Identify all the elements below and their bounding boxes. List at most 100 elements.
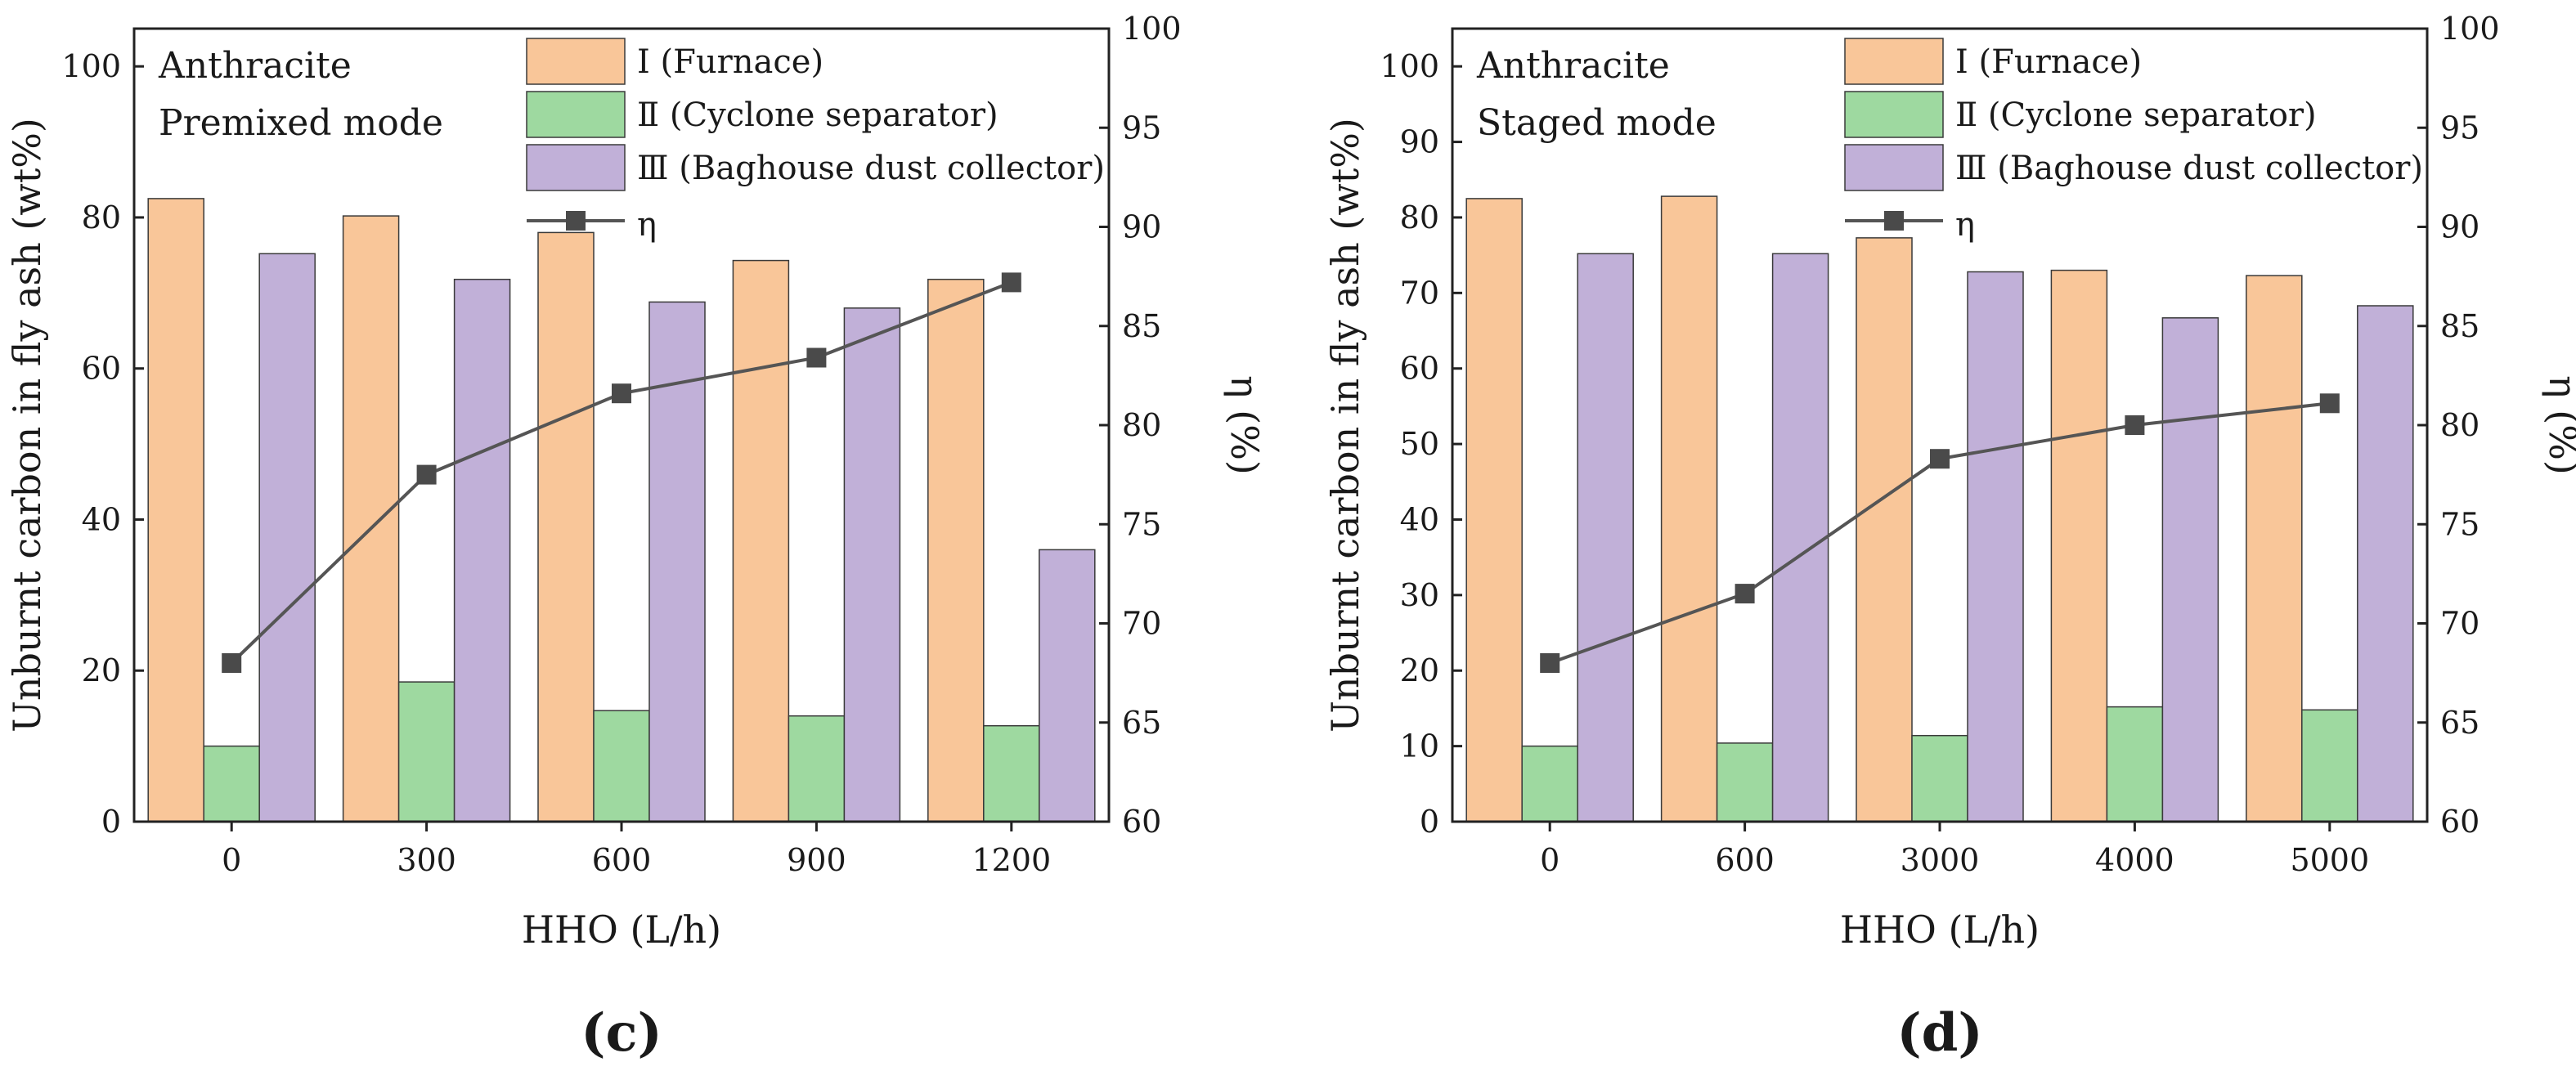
mode-label: Staged mode: [1477, 102, 1717, 144]
y2-axis-title: η (%): [2541, 375, 2576, 475]
y-axis-title: Unburnt carbon in fly ash (wt%): [1323, 118, 1367, 733]
eta-marker-3000: [1930, 449, 1950, 469]
bar-Ⅲ-1200: [1039, 549, 1096, 822]
y2tick-label: 65: [1122, 705, 1161, 741]
bar-Ⅱ-5000: [2301, 709, 2358, 822]
bar-Ⅰ-300: [342, 215, 400, 822]
fuel-label: Anthracite: [158, 45, 352, 87]
ytick-label: 20: [1400, 652, 1439, 688]
legend-marker-eta: [1884, 211, 1904, 231]
panel-d: 0 10 20 30 40 50 60 70 80 90 100 60 65 70 75 80 85 90 95 10…: [1323, 11, 2576, 1064]
y2tick-label: 90: [1122, 209, 1161, 245]
bar-Ⅰ-3000: [1856, 237, 1913, 822]
bar-Ⅰ-0: [147, 198, 204, 822]
ytick-label: 60: [1400, 351, 1439, 387]
bar-Ⅰ-4000: [2050, 269, 2108, 822]
y2tick-label: 75: [1122, 506, 1161, 542]
y2tick-label: 80: [2440, 407, 2480, 443]
bar-Ⅱ-0: [203, 745, 260, 822]
ytick-label: 100: [1380, 48, 1439, 84]
legend-label-1: Ⅰ (Furnace): [1955, 43, 2142, 81]
y2tick-label: 65: [2440, 705, 2480, 741]
legend-swatch-1: [1844, 38, 1944, 85]
xtick-label: 1200: [972, 842, 1051, 878]
bar-Ⅰ-600: [1660, 195, 1718, 822]
legend-swatch-3: [1844, 144, 1944, 191]
legend-marker-eta: [566, 211, 586, 231]
bar-Ⅰ-600: [537, 231, 595, 822]
legend-swatch-2: [1844, 91, 1944, 138]
xtick-label: 4000: [2095, 842, 2174, 878]
ytick-label: 70: [1400, 275, 1439, 311]
legend-label-eta: η: [1955, 206, 1975, 244]
y2tick-label: 80: [1122, 407, 1161, 443]
ytick-label: 60: [82, 351, 121, 387]
eta-marker-600: [1735, 584, 1755, 604]
legend-swatch-2: [526, 91, 626, 138]
eta-marker-1200: [1001, 272, 1021, 293]
y2tick-label: 100: [2440, 11, 2500, 47]
bar-Ⅱ-4000: [2106, 706, 2164, 822]
x-axis-title: HHO (L/h): [1840, 907, 2040, 952]
eta-marker-600: [612, 383, 631, 404]
panel-label: (d): [1896, 1002, 1982, 1064]
y2tick-label: 70: [2440, 606, 2480, 642]
legend-label-3: Ⅲ (Baghouse dust collector): [637, 150, 1105, 187]
eta-marker-300: [416, 464, 437, 485]
y2tick-label: 95: [1122, 110, 1161, 146]
panel-label: (c): [581, 1002, 662, 1064]
ytick-label: 20: [82, 652, 121, 688]
bar-Ⅰ-5000: [2246, 275, 2303, 822]
y2tick-label: 60: [2440, 804, 2480, 840]
panel-c: 0 20 40 60 80 100 60 65 70 75 80 85 90 95 100 0 300 600 90…: [5, 11, 1267, 1064]
bar-Ⅲ-600: [648, 301, 706, 822]
eta-marker-0: [1540, 653, 1560, 673]
bar-Ⅱ-600: [1716, 742, 1774, 822]
ytick-label: 10: [1400, 728, 1439, 764]
bar-Ⅱ-900: [788, 715, 846, 822]
xtick-label: 600: [592, 842, 652, 878]
bar-Ⅰ-900: [732, 259, 790, 822]
legend-swatch-1: [526, 38, 626, 85]
y2tick-label: 75: [2440, 506, 2480, 542]
bar-Ⅲ-4000: [2161, 317, 2219, 822]
bar-Ⅱ-3000: [1911, 734, 1968, 822]
eta-marker-4000: [2125, 415, 2145, 435]
eta-marker-5000: [2319, 393, 2340, 414]
y2tick-label: 85: [1122, 308, 1161, 344]
mode-label: Premixed mode: [159, 102, 443, 144]
fuel-label: Anthracite: [1476, 45, 1670, 87]
ytick-label: 90: [1400, 124, 1439, 160]
ytick-label: 30: [1400, 577, 1439, 613]
bar-Ⅲ-0: [1577, 253, 1634, 822]
eta-marker-900: [806, 347, 827, 368]
y2-axis-title: η (%): [1223, 375, 1267, 475]
ytick-label: 40: [1400, 501, 1439, 537]
legend-label-2: Ⅱ (Cyclone separator): [637, 96, 999, 134]
ytick-label: 80: [82, 199, 121, 235]
x-axis-title: HHO (L/h): [522, 907, 721, 952]
xtick-label: 300: [397, 842, 456, 878]
bar-Ⅲ-600: [1771, 253, 1829, 822]
y2tick-label: 70: [1122, 606, 1161, 642]
xtick-label: 600: [1715, 842, 1775, 878]
bar-Ⅲ-300: [453, 278, 511, 822]
legend-label-2: Ⅱ (Cyclone separator): [1955, 96, 2317, 134]
legend-label-1: Ⅰ (Furnace): [637, 43, 824, 81]
bar-Ⅱ-0: [1521, 745, 1578, 822]
bar-Ⅱ-300: [397, 681, 456, 822]
y-axis-title: Unburnt carbon in fly ash (wt%): [5, 118, 49, 733]
eta-marker-0: [222, 653, 242, 673]
bar-Ⅱ-600: [593, 710, 650, 822]
ytick-label: 50: [1400, 426, 1439, 462]
bar-Ⅱ-1200: [983, 724, 1040, 822]
xtick-label: 0: [1540, 842, 1560, 878]
xtick-label: 5000: [2290, 842, 2369, 878]
ytick-label: 80: [1400, 199, 1439, 235]
bar-Ⅲ-3000: [1967, 271, 2024, 822]
ytick-label: 0: [101, 804, 121, 840]
legend-swatch-3: [526, 144, 626, 191]
bar-Ⅰ-0: [1465, 198, 1523, 822]
bar-Ⅰ-1200: [927, 278, 985, 822]
